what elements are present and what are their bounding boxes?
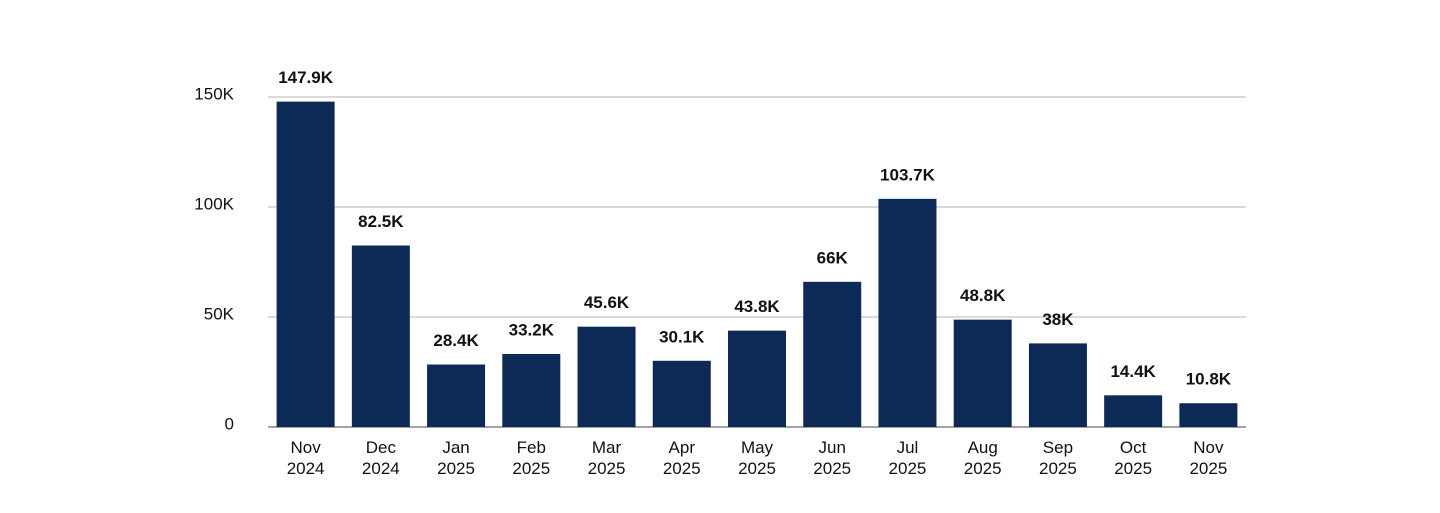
x-tick-label: Jun 2025 <box>813 438 852 478</box>
y-tick-label: 100K <box>194 194 234 213</box>
y-tick-label: 0 <box>225 414 234 433</box>
bar <box>953 319 1012 427</box>
value-label: 43.8K <box>734 297 780 316</box>
bar <box>577 326 636 427</box>
value-label: 38K <box>1042 310 1074 329</box>
value-label: 48.8K <box>960 286 1006 305</box>
x-tick-label: Feb 2025 <box>512 438 551 478</box>
value-label: 28.4K <box>433 331 479 350</box>
value-label: 147.9K <box>278 68 334 87</box>
bar <box>276 101 335 428</box>
bar <box>652 360 711 427</box>
value-label: 103.7K <box>880 165 936 184</box>
x-tick-label: Mar 2025 <box>587 438 626 478</box>
bar <box>878 198 937 427</box>
x-tick-label: Dec 2024 <box>361 438 400 478</box>
x-tick-label: Apr 2025 <box>662 438 701 478</box>
y-tick-label: 50K <box>204 304 235 323</box>
bar <box>1028 343 1087 427</box>
bar <box>351 245 410 427</box>
y-tick-label: 150K <box>194 84 234 103</box>
bar <box>502 353 561 427</box>
x-tick-label: Jan 2025 <box>437 438 475 478</box>
x-tick-label: Sep 2025 <box>1039 438 1077 478</box>
value-label: 14.4K <box>1110 362 1156 381</box>
bar <box>1179 403 1238 427</box>
x-tick-label: Nov 2025 <box>1189 438 1228 478</box>
value-label: 10.8K <box>1186 370 1232 389</box>
bar <box>1104 395 1163 427</box>
x-tick-label: Oct 2025 <box>1114 438 1153 478</box>
value-label: 66K <box>817 248 849 267</box>
x-tick-label: May 2025 <box>738 438 776 478</box>
x-tick-label: Aug 2025 <box>963 438 1002 478</box>
value-label: 82.5K <box>358 212 404 231</box>
bar <box>803 281 862 427</box>
value-label: 33.2K <box>509 320 555 339</box>
bar <box>427 364 486 427</box>
bar <box>728 330 786 427</box>
x-tick-label: Jul 2025 <box>888 438 927 478</box>
value-label: 30.1K <box>659 327 705 346</box>
value-label: 45.6K <box>584 293 630 312</box>
x-tick-label: Nov 2024 <box>286 438 325 478</box>
